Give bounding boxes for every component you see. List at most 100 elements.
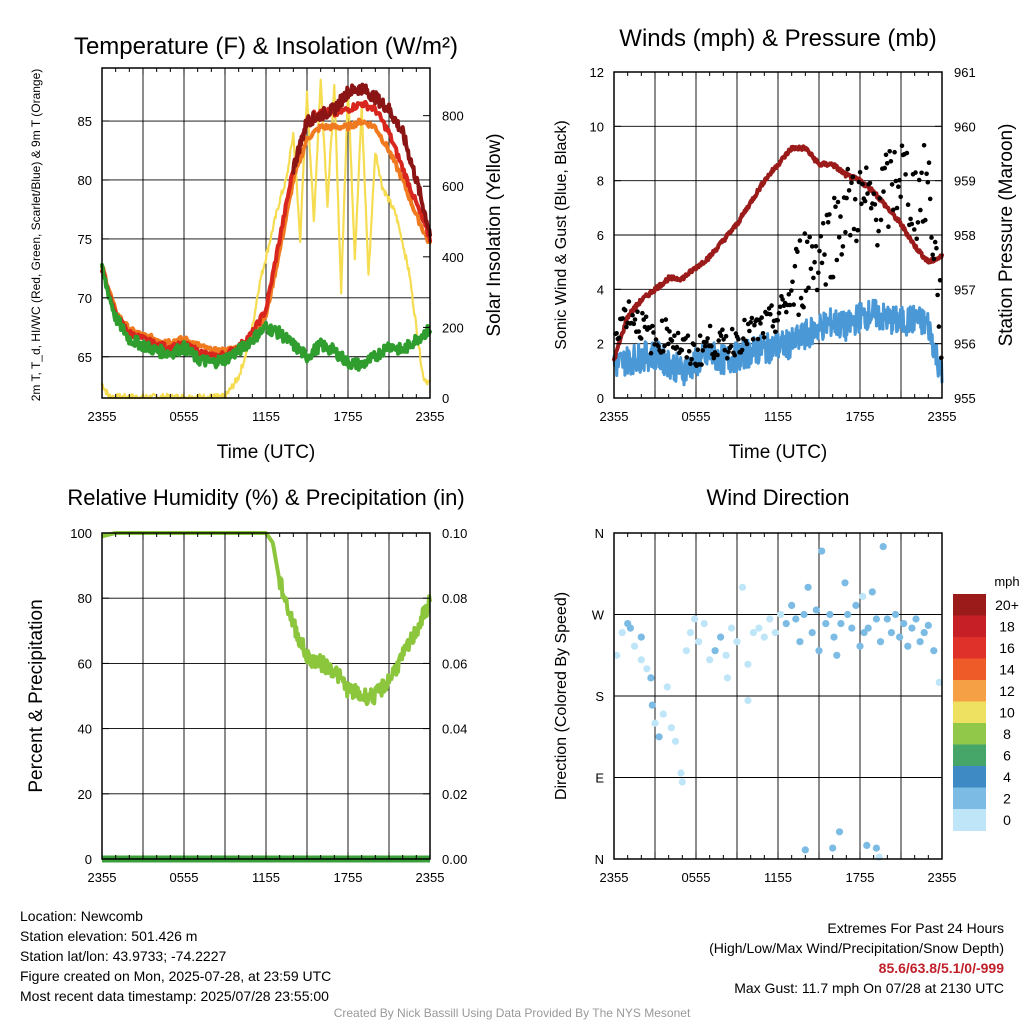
gust-point xyxy=(852,196,858,202)
colorbar-label: 6 xyxy=(1003,747,1011,763)
gust-point xyxy=(893,178,899,184)
extremes-heading: Extremes For Past 24 Hours xyxy=(827,920,1004,936)
gust-point xyxy=(825,220,831,225)
station-pressure-line xyxy=(612,144,944,362)
x-tick-label: 0555 xyxy=(682,870,711,885)
y-tick-label: 8 xyxy=(597,174,604,189)
credit-line: Created By Nick Bassill Using Data Provi… xyxy=(333,1006,691,1020)
gust-point xyxy=(840,244,846,249)
direction-point xyxy=(626,624,635,632)
gust-point xyxy=(891,207,896,213)
x-tick-label: 2355 xyxy=(416,409,445,424)
y-tick-label: 2 xyxy=(597,337,604,352)
colorbar-swatch xyxy=(953,615,986,638)
gust-point xyxy=(760,331,766,336)
humidity-plot-frame xyxy=(101,532,431,860)
direction-point xyxy=(760,633,768,641)
gust-point xyxy=(809,244,815,249)
direction-point xyxy=(856,642,864,650)
gust-point xyxy=(689,357,694,362)
gust-point xyxy=(656,344,661,349)
gust-point xyxy=(685,333,691,339)
gust-point xyxy=(697,333,703,339)
colorbar-swatch xyxy=(953,766,986,788)
gust-point xyxy=(892,149,897,155)
direction-point xyxy=(916,638,924,646)
gust-point xyxy=(860,181,865,187)
gust-point xyxy=(780,297,785,302)
gust-point xyxy=(876,228,881,234)
x-tick-label: 1155 xyxy=(252,870,280,885)
gust-point xyxy=(653,337,659,342)
direction-point xyxy=(682,647,691,655)
gust-point xyxy=(817,248,822,254)
gust-point xyxy=(904,150,910,156)
gust-point xyxy=(930,252,935,258)
gust-point xyxy=(624,324,629,330)
wind-direction-panel: Wind Direction 2355 0555 1155 1755 2355 N E S W N… xyxy=(553,485,1020,885)
gust-point xyxy=(925,179,931,185)
direction-point xyxy=(830,633,838,641)
direction-point xyxy=(637,656,645,664)
gust-point xyxy=(813,244,819,249)
gust-point xyxy=(709,343,714,349)
gust-point xyxy=(884,161,890,166)
y2-tick-label: 955 xyxy=(954,391,976,406)
direction-point xyxy=(723,674,732,682)
y-tick-label: 10 xyxy=(590,119,604,134)
direction-point xyxy=(812,606,820,614)
gust-point xyxy=(836,235,842,240)
humidity-precip-panel: Relative Humidity (%) & Precipitation (i… xyxy=(26,485,467,885)
direction-point xyxy=(766,615,774,623)
gust-point xyxy=(729,326,735,332)
gust-point xyxy=(827,212,832,217)
direction-point xyxy=(924,621,932,630)
gust-point xyxy=(801,304,806,310)
direction-point xyxy=(691,615,699,623)
gust-point xyxy=(736,336,741,342)
gust-point xyxy=(834,257,840,263)
gust-point xyxy=(929,235,934,240)
gust-point xyxy=(752,322,757,328)
gust-point xyxy=(936,324,942,329)
gust-point xyxy=(643,314,649,320)
direction-point xyxy=(755,624,763,632)
colorbar-label: 2 xyxy=(1003,790,1011,806)
direction-point xyxy=(711,647,719,655)
gust-point xyxy=(830,274,836,280)
gust-point xyxy=(820,221,826,226)
t9m-line xyxy=(100,117,432,356)
direction-point xyxy=(749,629,758,637)
gust-point xyxy=(792,263,798,269)
gust-point xyxy=(878,217,884,223)
x-tick-label: 1755 xyxy=(846,870,875,885)
gust-point xyxy=(865,191,870,196)
direction-point xyxy=(908,624,916,632)
y2-tick-label: 959 xyxy=(954,174,976,189)
gust-point xyxy=(750,337,756,342)
colorbar-swatch xyxy=(953,744,986,767)
direction-point xyxy=(722,651,730,659)
direction-point xyxy=(904,642,912,650)
gust-point xyxy=(822,252,827,257)
max-gust: Max Gust: 11.7 mph On 07/28 at 2130 UTC xyxy=(734,980,1004,996)
direction-point xyxy=(900,620,908,628)
gust-point xyxy=(887,149,892,154)
gust-point xyxy=(691,342,697,348)
x-tick-label: 2355 xyxy=(600,409,629,424)
direction-point xyxy=(677,769,685,777)
direction-point xyxy=(733,638,741,646)
direction-point xyxy=(829,844,837,852)
gust-point xyxy=(707,323,713,329)
direction-point xyxy=(771,629,779,637)
gust-point xyxy=(924,171,929,177)
x-tick-label: 1755 xyxy=(846,409,875,424)
sonic-wind-line xyxy=(612,298,944,387)
direction-point xyxy=(826,610,834,619)
gust-point xyxy=(705,336,710,341)
gust-point xyxy=(912,227,917,232)
gust-point xyxy=(666,341,671,347)
gust-point xyxy=(622,307,628,313)
wind-pressure-panel: Winds (mph) & Pressure (mb) 2355 0555 1155… xyxy=(553,25,1017,463)
